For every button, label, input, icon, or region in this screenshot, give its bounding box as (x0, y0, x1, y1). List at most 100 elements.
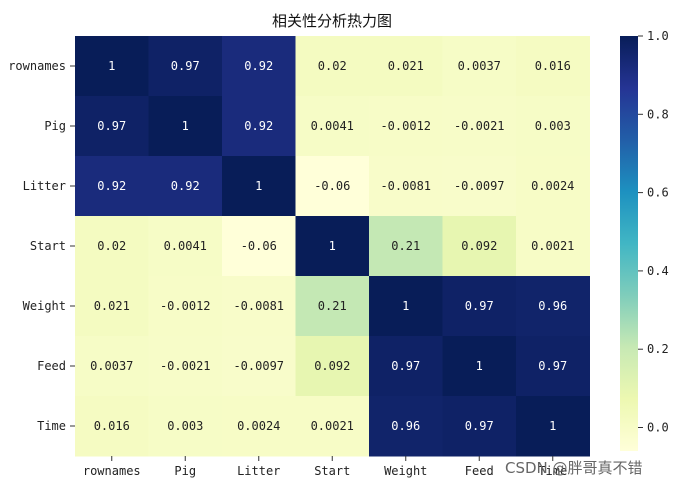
colorbar-tick-label: 0.2 (647, 342, 669, 356)
colorbar: 0.0 0.2 0.4 0.6 0.8 1.0 (620, 29, 669, 451)
heatmap-cell (442, 276, 517, 337)
heatmap-cell (75, 396, 149, 457)
heatmap-cell-label: 0.92 (244, 59, 273, 73)
heatmap-cell (222, 156, 296, 217)
heatmap-cell (75, 36, 149, 97)
heatmap-cell-label: 0.0037 (90, 359, 133, 373)
heatmap-cell (75, 156, 149, 217)
x-tick-label: Start (314, 464, 350, 478)
heatmap-cell (295, 96, 370, 157)
colorbar-tick-label: 0.4 (647, 264, 669, 278)
heatmap-cell (516, 36, 590, 97)
heatmap-cell-label: 0.21 (318, 299, 347, 313)
heatmap-cell (442, 156, 517, 217)
heatmap-cell (295, 216, 370, 277)
heatmap-cell-label: 0.0037 (458, 59, 501, 73)
y-tick-label: rownames (8, 59, 66, 73)
heatmap-cell (75, 276, 149, 337)
heatmap-cell (369, 96, 443, 157)
heatmap-cell-label: 1 (549, 419, 556, 433)
x-tick-label: Pig (174, 464, 196, 478)
heatmap-cell-label: -0.06 (314, 179, 350, 193)
heatmap-cell-label: -0.0021 (160, 359, 211, 373)
heatmap-cell (442, 336, 517, 397)
heatmap-cell-label: 0.016 (535, 59, 571, 73)
heatmap-cell-label: 1 (182, 119, 189, 133)
heatmap-cell-label: 0.02 (318, 59, 347, 73)
x-tick-label: Time (538, 464, 567, 478)
heatmap-cell-label: 0.0024 (237, 419, 280, 433)
y-tick-label: Litter (23, 179, 66, 193)
heatmap-cell (295, 396, 370, 457)
x-tick-label: Feed (465, 464, 494, 478)
heatmap-cell-label: 0.97 (391, 359, 420, 373)
colorbar-ticks: 0.0 0.2 0.4 0.6 0.8 1.0 (638, 29, 669, 435)
heatmap-cell (442, 36, 517, 97)
heatmap-cell-label: -0.0021 (454, 119, 505, 133)
heatmap-cell-label: 0.96 (391, 419, 420, 433)
y-tick-label: Pig (44, 119, 66, 133)
heatmap-cell (295, 156, 370, 217)
heatmap-cell (148, 336, 223, 397)
heatmap-cell-label: -0.0012 (160, 299, 211, 313)
heatmap-cell-label: -0.0081 (233, 299, 284, 313)
colorbar-tick-label: 0.8 (647, 107, 669, 121)
x-axis: rownames Pig Litter Start Weight Feed Time (83, 456, 567, 478)
heatmap-cell (369, 156, 443, 217)
heatmap-cell-label: 0.0041 (164, 239, 207, 253)
heatmap-cell-label: 0.97 (538, 359, 567, 373)
heatmap-cell-label: 0.97 (97, 119, 126, 133)
heatmap-cells (75, 36, 590, 457)
chart-title: 相关性分析热力图 (272, 12, 392, 30)
heatmap-cell (516, 156, 590, 217)
heatmap-cell-label: 0.92 (171, 179, 200, 193)
heatmap-cell-label: -0.0097 (233, 359, 284, 373)
heatmap-cell-label: 0.97 (171, 59, 200, 73)
heatmap-cell-label: 1 (108, 59, 115, 73)
heatmap-cell-label: 0.02 (97, 239, 126, 253)
heatmap-cell (148, 96, 223, 157)
x-tick-label: Litter (237, 464, 280, 478)
heatmap-cell-label: 0.0024 (531, 179, 574, 193)
x-tick-label: Weight (384, 464, 427, 478)
heatmap-cell-label: 0.21 (391, 239, 420, 253)
heatmap-cell-label: 0.021 (94, 299, 130, 313)
heatmap-cell (516, 336, 590, 397)
heatmap-cell-label: -0.06 (241, 239, 277, 253)
heatmap-cell (75, 336, 149, 397)
colorbar-gradient (620, 36, 638, 451)
heatmap-cell (222, 276, 296, 337)
heatmap-cell (75, 96, 149, 157)
heatmap-cell-label: 0.97 (465, 299, 494, 313)
heatmap-cell-label: 0.016 (94, 419, 130, 433)
y-tick-label: Feed (37, 359, 66, 373)
y-axis: rownames Pig Litter Start Weight Feed Time (8, 59, 75, 433)
heatmap-cell (148, 216, 223, 277)
heatmap-cell (516, 276, 590, 337)
heatmap-cell-label: 0.97 (465, 419, 494, 433)
heatmap-cell (222, 396, 296, 457)
heatmap-cell (295, 36, 370, 97)
heatmap-cell-label: 1 (329, 239, 336, 253)
heatmap-cell (369, 396, 443, 457)
heatmap-cell (295, 276, 370, 337)
heatmap-cell-label: -0.0097 (454, 179, 505, 193)
colorbar-tick-label: 1.0 (647, 29, 669, 43)
heatmap-cell-label: 0.003 (167, 419, 203, 433)
heatmap-cell-label: 0.003 (535, 119, 571, 133)
heatmap-cell (148, 396, 223, 457)
heatmap-cell-label: 0.0021 (531, 239, 574, 253)
heatmap-cell (295, 336, 370, 397)
heatmap-cell (442, 216, 517, 277)
heatmap-cell (516, 96, 590, 157)
colorbar-tick-label: 0.0 (647, 421, 669, 435)
y-tick-label: Time (37, 419, 66, 433)
heatmap-cell (148, 156, 223, 217)
heatmap-cell-label: 0.092 (314, 359, 350, 373)
heatmap-cell (148, 36, 223, 97)
heatmap-cell (516, 216, 590, 277)
heatmap-cell-label: -0.0012 (380, 119, 431, 133)
watermark: CSDN @胖哥真不错 (505, 459, 643, 477)
heatmap-cell (369, 336, 443, 397)
